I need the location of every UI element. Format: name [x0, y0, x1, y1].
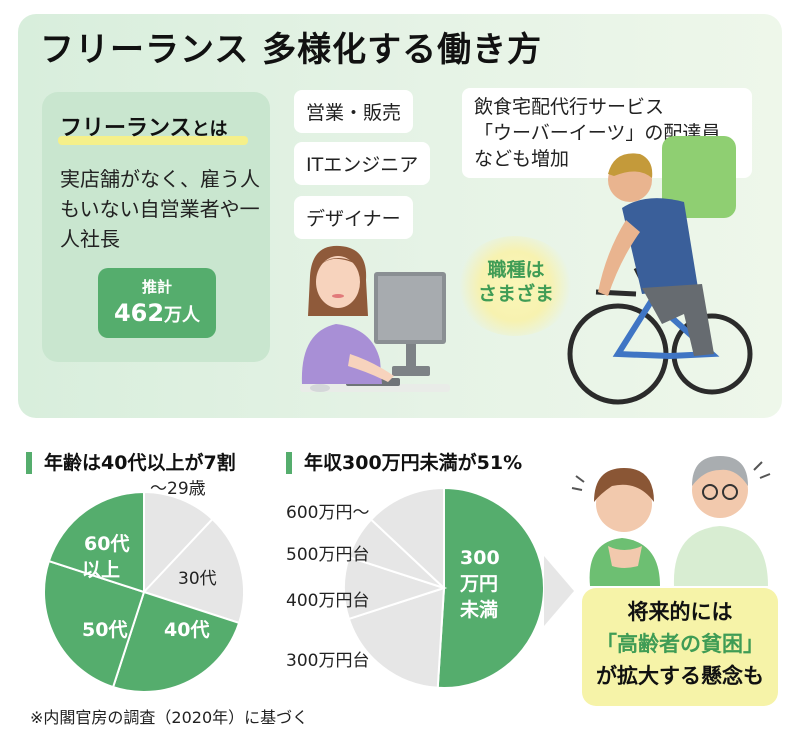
job-tag-it: ITエンジニア [294, 142, 431, 185]
glow-circle [456, 236, 574, 336]
concern-line-1: 将来的には [627, 600, 733, 624]
age-slice-60plus [47, 490, 145, 594]
definition-heading: フリーランスとは [60, 110, 228, 142]
definition-text: 実店舗がなく、雇う人もいない自営業者や一人社長 [60, 167, 260, 251]
woman-at-computer-illustration [300, 245, 450, 392]
definition-heading-suffix: とは [191, 119, 228, 140]
uber-note-line-3: なども増加 [474, 148, 570, 170]
income-slice-600plus [369, 486, 445, 591]
glow-text: 職種は さまざま [476, 258, 556, 306]
age-label-under29: 〜29歳 [150, 480, 206, 499]
job-tag-designer: デザイナー [294, 196, 413, 239]
income-pie-chart: 600万円〜 500万円台 400万円台 300万円台 300 万円 未満 [286, 486, 545, 689]
age-pie-chart: 〜29歳 30代 40代 50代 60代 以上 [43, 480, 245, 693]
age-label-40s: 40代 [164, 619, 209, 641]
income-label-300s: 300万円台 [286, 651, 369, 671]
income-slice-300s [347, 586, 446, 689]
age-label-50s: 50代 [82, 619, 127, 641]
age-slice-30s [142, 517, 245, 625]
heading-highlight [58, 136, 248, 145]
age-slice-50s [43, 559, 146, 689]
uber-note-line-2: 「ウーバーイーツ」の配達員 [474, 122, 721, 144]
estimate-label: 推計 [141, 278, 172, 296]
definition-heading-main: フリーランス [60, 116, 192, 141]
income-label-500s: 500万円台 [286, 545, 369, 565]
income-label-400s: 400万円台 [286, 591, 369, 611]
job-tag-sales: 営業・販売 [294, 90, 414, 133]
income-label-under300-line3: 未満 [459, 598, 498, 621]
age-label-60s-line2: 以上 [82, 559, 120, 581]
glow-text-line-1: 職種は [487, 259, 545, 281]
age-slice-40s [111, 590, 241, 693]
glow-text-line-2: さまざま [477, 283, 554, 305]
age-label-30s: 30代 [178, 569, 217, 589]
income-chart-title: 年収300万円未満が51% [286, 452, 522, 474]
income-label-under300-line2: 万円 [459, 573, 498, 595]
estimate-number: 462 [113, 299, 165, 327]
worried-elderly-couple-illustration [571, 456, 771, 586]
page-title: フリーランス 多様化する働き方 [40, 30, 543, 70]
concern-line-3: が拡大する懸念も [596, 664, 764, 688]
delivery-cyclist-illustration [567, 136, 753, 405]
income-label-under300-line1: 300 [460, 547, 500, 569]
income-slice-under300 [436, 486, 545, 689]
concern-box: 将来的には 「高齢者の貧困」 が拡大する懸念も [582, 588, 778, 706]
arrow-icon [544, 556, 574, 626]
definition-card: フリーランスとは 実店舗がなく、雇う人もいない自営業者や一人社長 推計 462万… [42, 92, 270, 362]
estimate-badge: 推計 462万人 [98, 268, 216, 338]
estimate-value: 462万人 [98, 299, 216, 327]
estimate-unit: 万人 [164, 305, 201, 326]
footnote: ※内閣官房の調査（2020年）に基づく [30, 708, 309, 727]
age-label-60s-line1: 60代 [84, 533, 129, 555]
income-label-600plus: 600万円〜 [286, 503, 369, 523]
concern-line-2: 「高齢者の貧困」 [596, 632, 764, 656]
age-slice-under29 [143, 490, 214, 595]
age-chart-title: 年齢は40代以上が7割 [26, 452, 236, 474]
uber-note-line-1: 飲食宅配代行サービス [474, 96, 665, 118]
